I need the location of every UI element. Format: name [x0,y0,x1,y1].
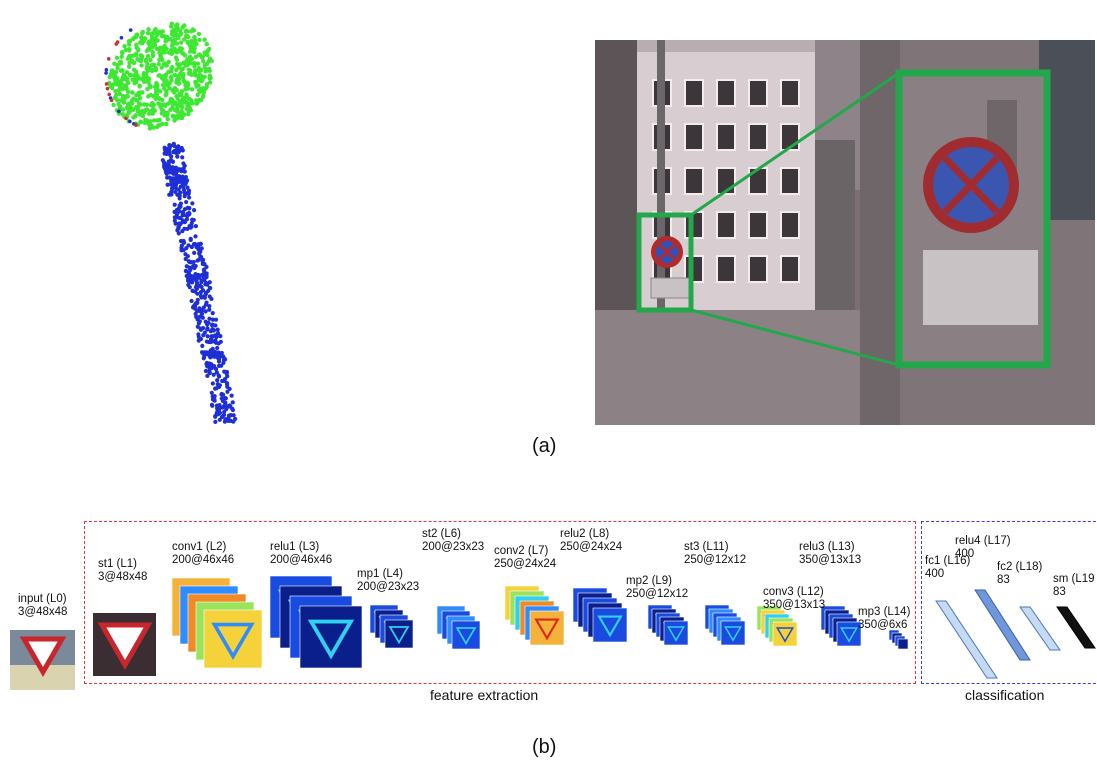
feature-extraction-box [84,521,916,684]
panel-b-label: (b) [532,736,557,758]
layer-name: st3 (L11) [684,541,729,553]
layer-name: mp3 (L14) [858,606,911,618]
layer-name: relu4 (L17) [955,535,1011,547]
layer-L3: relu1 (L3) 200@46x46 [270,541,332,567]
layer-L16: fc1 (L16) 400 [925,555,970,581]
layer-name: relu3 (L13) [799,541,855,553]
panel-a-label: (a) [532,435,557,457]
layer-name: mp2 (L9) [626,575,673,587]
layer-L13: relu3 (L13) 350@13x13 [799,541,861,567]
layer-L12: conv3 (L12) 350@13x13 [763,586,825,612]
layer-name: st1 (L1) [98,558,137,570]
layer-size: 400 [925,568,945,580]
layer-name: relu1 (L3) [270,541,320,553]
highlight-box [636,212,694,313]
layer-L6: st2 (L6) 200@23x23 [422,528,484,554]
layer-name: st2 (L6) [422,528,461,540]
layer-size: 200@46x46 [172,554,235,566]
layer-L17: relu4 (L17) 400 [955,535,1011,561]
layer-name: conv2 (L7) [494,545,549,557]
layer-size: 3@48x48 [98,571,148,583]
layer-name: relu2 (L8) [560,528,610,540]
sign-pole [657,40,665,425]
layer-L2: conv1 (L2) 200@46x46 [172,541,234,567]
classification-box [921,521,1097,684]
layer-size: 83 [1053,586,1066,598]
feature-extraction-label: feature extraction [430,687,539,703]
cnn-layer-graphics [10,575,1096,690]
layer-size: 200@46x46 [270,554,333,566]
layer-name: mp1 (L4) [357,568,404,580]
layer-size: 200@23x23 [357,581,420,593]
layer-name: sm (L19 [1053,573,1095,585]
layer-L7: conv2 (L7) 250@24x24 [494,545,556,571]
layer-size: 250@12x12 [626,588,689,600]
layer-L0: input (L0) 3@48x48 [18,593,67,619]
layer-size: 350@13x13 [799,554,862,566]
layer-L19: sm (L19 83 [1053,573,1095,599]
layer-L8: relu2 (L8) 250@24x24 [560,528,622,554]
layer-name: input (L0) [18,593,67,605]
layer-size: 83 [997,574,1010,586]
layer-size: 400 [955,548,975,560]
layer-size: 250@24x24 [494,558,557,570]
street-photo-panel [595,40,1095,425]
layer-size: 350@6x6 [858,619,908,631]
point-cloud-panel [104,21,238,424]
layer-L18: fc2 (L18) 83 [997,561,1042,587]
layer-size: 250@24x24 [560,541,623,553]
layer-name: fc1 (L16) [925,555,971,567]
layer-size: 200@23x23 [422,541,485,553]
layer-L1: st1 (L1) 3@48x48 [98,558,147,584]
layer-size: 350@13x13 [763,599,826,611]
layer-L14: mp3 (L14) 350@6x6 [858,606,910,632]
layer-L11: st3 (L11) 250@12x12 [684,541,746,567]
layer-name: conv3 (L12) [763,586,824,598]
layer-name: conv1 (L2) [172,541,227,553]
layer-size: 250@12x12 [684,554,747,566]
layer-L9: mp2 (L9) 250@12x12 [626,575,688,601]
sign-points [104,21,214,131]
layer-L4: mp1 (L4) 200@23x23 [357,568,419,594]
layer-size: 3@48x48 [18,606,68,618]
classification-label: classification [965,687,1045,703]
layer-name: fc2 (L18) [997,561,1043,573]
pole-points [160,141,238,424]
